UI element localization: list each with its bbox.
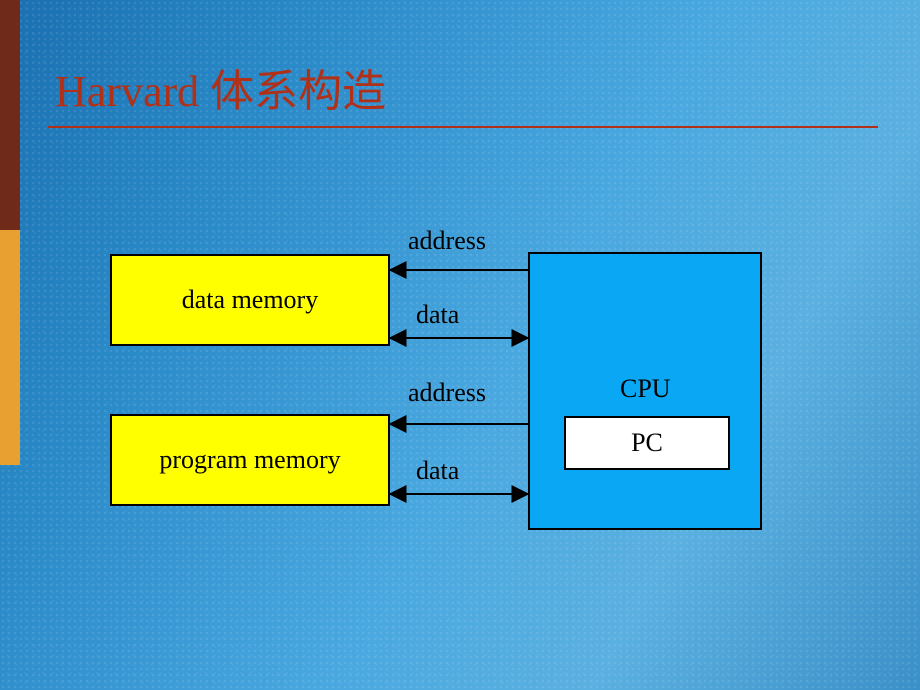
slide-title: Harvard 体系构造 — [55, 55, 386, 119]
data-label-1: data — [416, 300, 459, 330]
program-memory-box: program memory — [110, 414, 390, 506]
title-underline — [48, 126, 878, 128]
pc-label: PC — [631, 428, 663, 458]
pc-box: PC — [564, 416, 730, 470]
sidebar-accent-bottom — [0, 230, 20, 465]
address-label-2: address — [408, 378, 486, 408]
slide: Harvard 体系构造 data memory program memory … — [0, 0, 920, 690]
data-label-2: data — [416, 456, 459, 486]
sidebar-accent-top — [0, 0, 20, 230]
data-memory-label: data memory — [182, 285, 318, 315]
cpu-box: CPU PC — [528, 252, 762, 530]
data-memory-box: data memory — [110, 254, 390, 346]
cpu-label: CPU — [620, 374, 671, 404]
address-label-1: address — [408, 226, 486, 256]
program-memory-label: program memory — [159, 445, 340, 475]
